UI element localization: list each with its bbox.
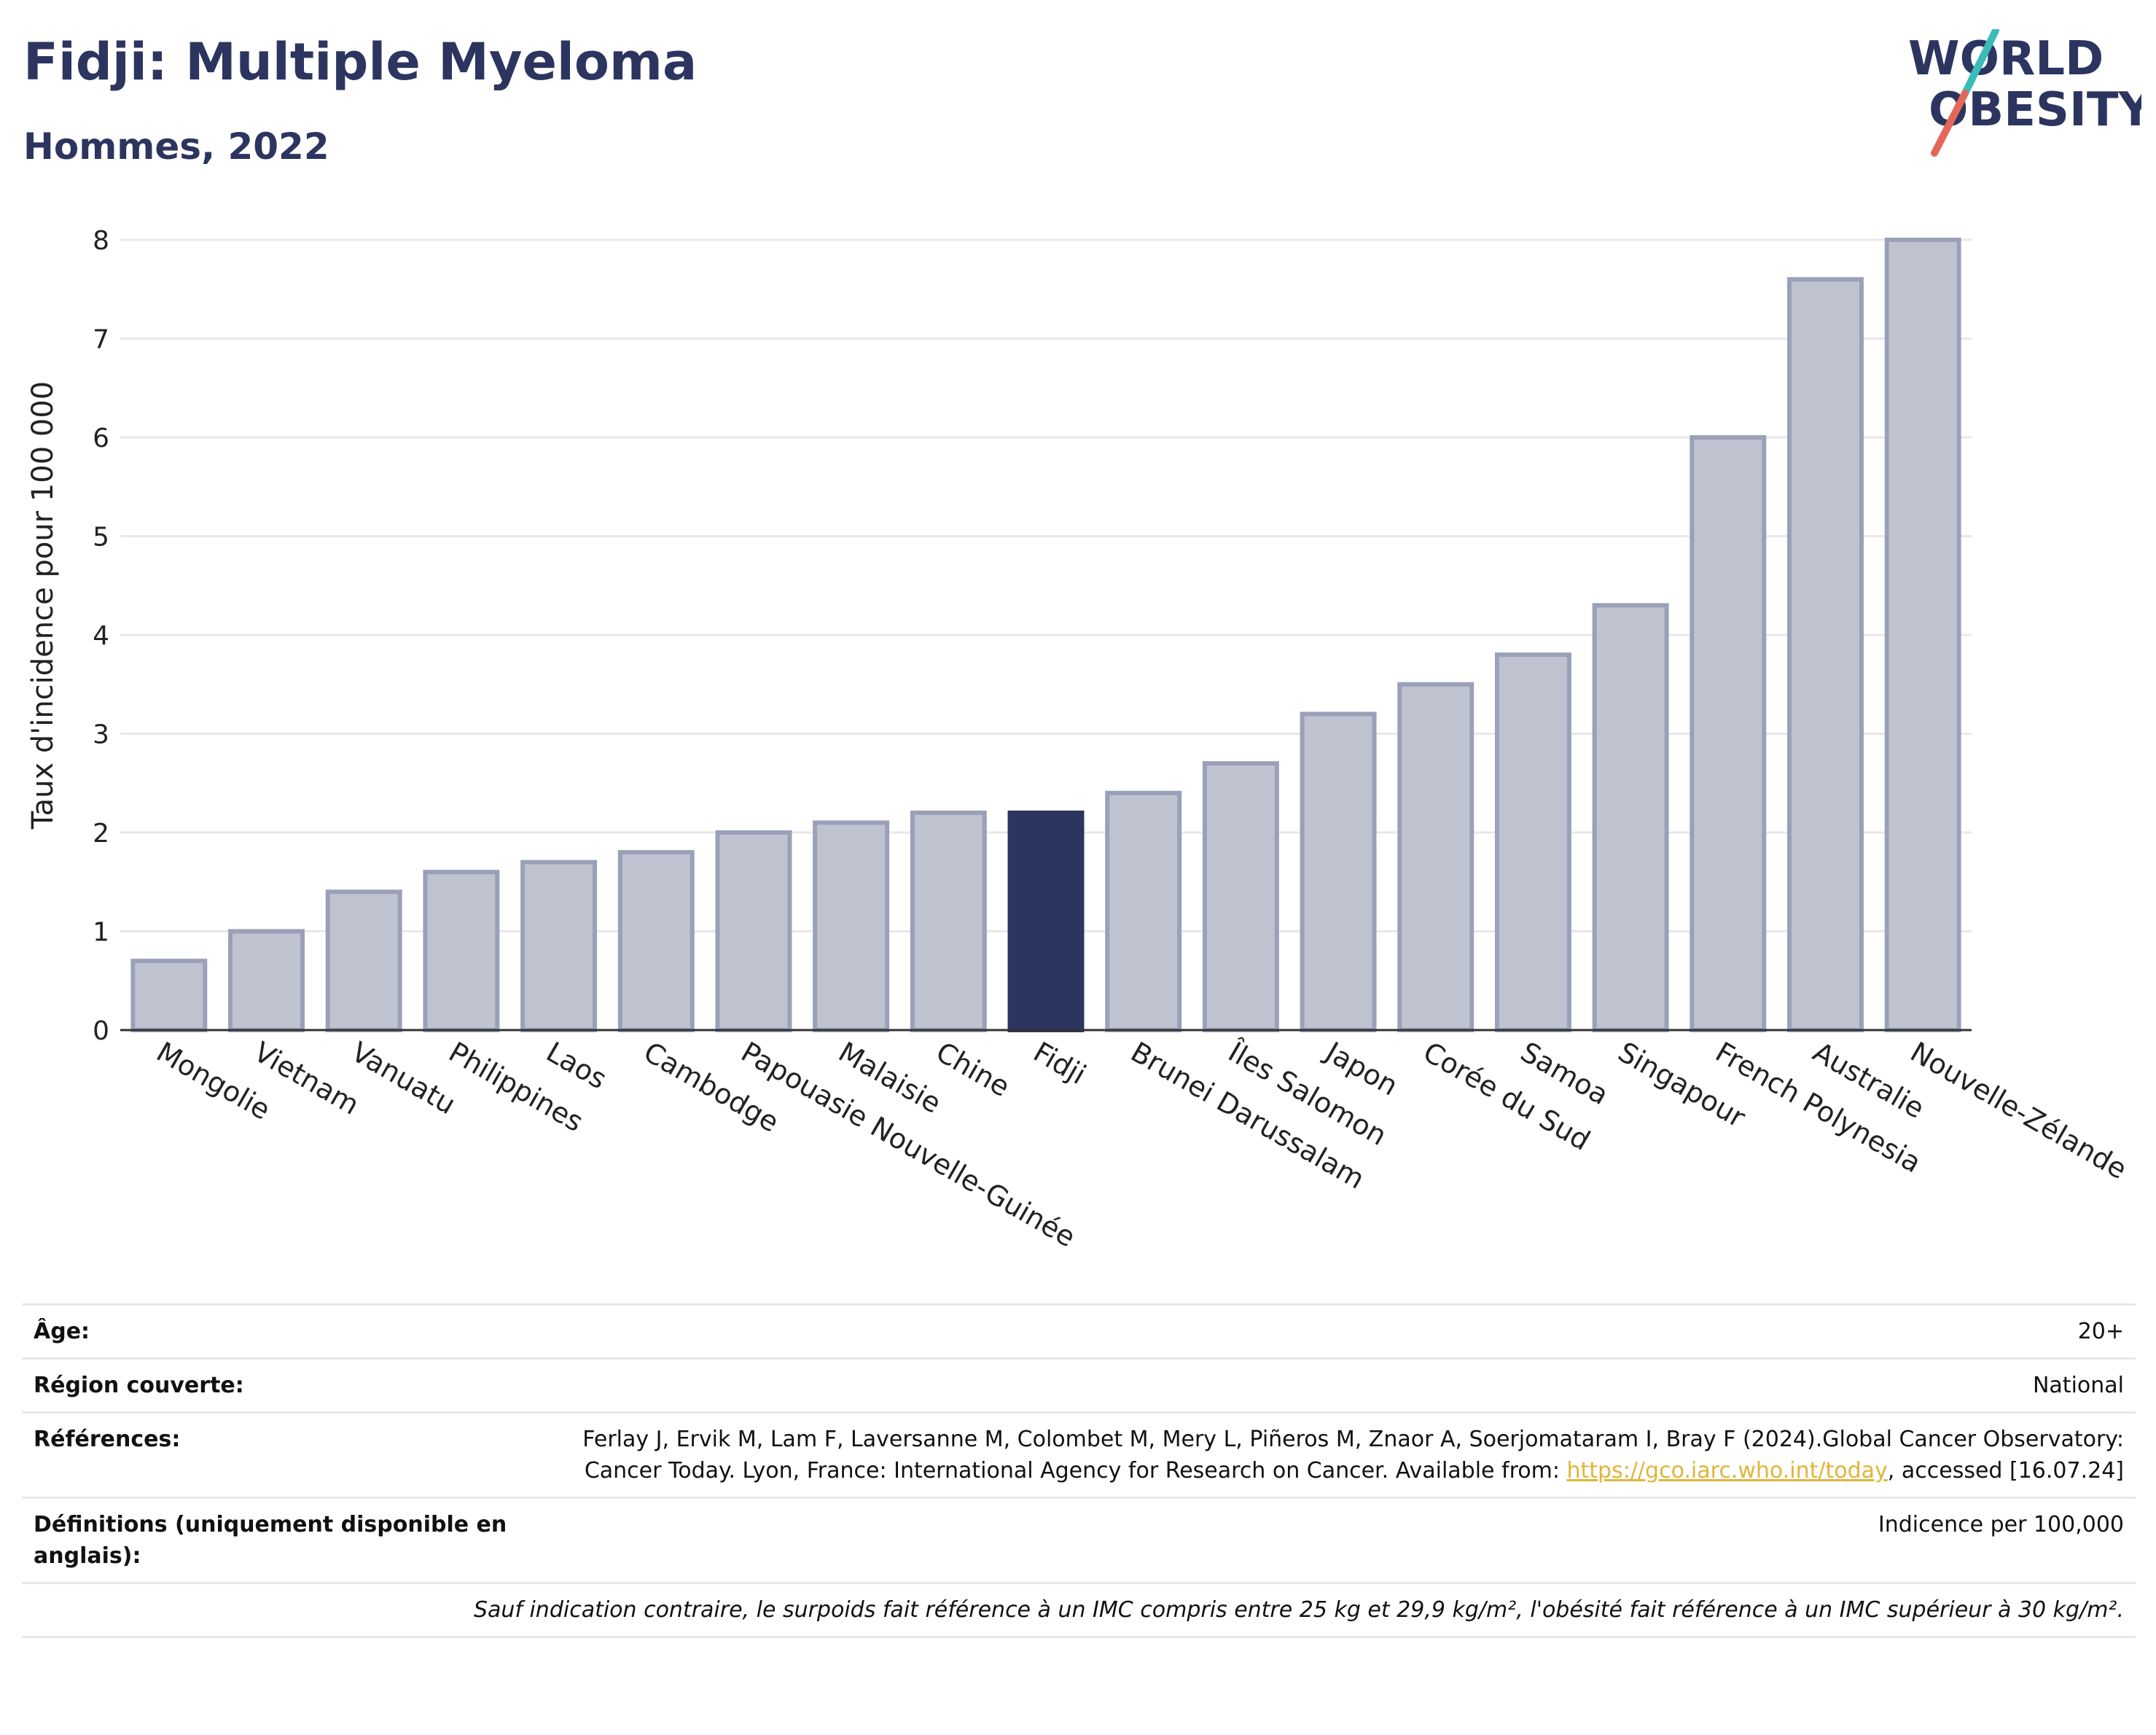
info-row-age: Âge: 20+ <box>22 1303 2136 1357</box>
logo-slash-coral <box>1931 90 1969 157</box>
bar <box>130 959 208 1033</box>
bar <box>1202 761 1279 1033</box>
definitions-value: Indicence per 100,000 <box>1878 1512 2124 1537</box>
region-value: National <box>2032 1373 2124 1398</box>
age-label: Âge: <box>34 1319 90 1344</box>
bar <box>715 830 792 1032</box>
y-tick-label: 1 <box>93 918 109 948</box>
references-link[interactable]: https://gco.iarc.who.int/today <box>1566 1458 1888 1483</box>
info-table: Âge: 20+ Région couverte: National Référ… <box>22 1303 2136 1638</box>
age-value: 20+ <box>2077 1319 2124 1344</box>
info-row-references: Références: Ferlay J, Ervik M, Lam F, La… <box>22 1411 2136 1497</box>
info-row-region: Région couverte: National <box>22 1357 2136 1411</box>
bar <box>1592 603 1669 1032</box>
bar-chart: 0 1 2 3 4 5 6 7 8 MongolieVietnamVanuatuPhilippi… <box>26 226 2132 1254</box>
y-tick-label: 2 <box>93 819 109 849</box>
y-tick-label: 4 <box>93 621 109 651</box>
bmi-note: Sauf indication contraire, le surpoids f… <box>473 1597 2124 1623</box>
world-obesity-logo: WORLD OBESITY <box>1908 29 2141 157</box>
info-row-definitions: Définitions (uniquement disponible en an… <box>22 1497 2136 1582</box>
bar <box>1494 652 1571 1032</box>
y-tick-label: 0 <box>93 1016 109 1046</box>
y-tick-label: 6 <box>93 424 109 453</box>
references-text: Ferlay J, Ervik M, Lam F, Laversanne M, … <box>582 1427 2124 1483</box>
y-tick-label: 3 <box>93 720 109 750</box>
bar <box>423 870 500 1033</box>
x-tick-label: Laos <box>541 1036 612 1096</box>
y-axis-ticks: 0 1 2 3 4 5 6 7 8 <box>93 226 109 1046</box>
bar <box>1787 277 1864 1033</box>
references-value: Ferlay J, Ervik M, Lam F, Laversanne M, … <box>529 1424 2124 1486</box>
bar <box>228 929 305 1032</box>
y-axis-label: Taux d'incidence pour 100 000 <box>26 381 60 830</box>
x-tick-label: Vanuatu <box>346 1036 461 1120</box>
x-tick-label: Fidji <box>1028 1036 1092 1091</box>
bar <box>1690 435 1767 1032</box>
references-label: Références: <box>34 1427 181 1452</box>
logo-text-world: WORLD <box>1908 32 2104 86</box>
bar <box>617 850 695 1032</box>
bar <box>520 859 598 1033</box>
bar <box>1105 790 1182 1032</box>
x-tick-label: Corée du Sud <box>1418 1036 1595 1157</box>
bar <box>1884 238 1961 1032</box>
bar <box>813 820 890 1032</box>
chart-title: Fidji: Multiple Myeloma <box>23 32 698 92</box>
bar <box>1397 682 1475 1032</box>
bar-highlight <box>1007 810 1085 1033</box>
y-tick-label: 8 <box>93 226 109 256</box>
x-tick-label: Nouvelle-Zélande <box>1905 1036 2133 1185</box>
bar <box>1300 711 1377 1033</box>
x-tick-label: Papouasie Nouvelle-Guinée <box>735 1036 1080 1254</box>
info-row-note: Sauf indication contraire, le surpoids f… <box>22 1582 2136 1638</box>
chart-subtitle: Hommes, 2022 <box>23 125 329 168</box>
y-tick-label: 5 <box>93 523 109 553</box>
logo-slash-teal <box>1961 29 1999 97</box>
references-accessed: , accessed [16.07.24] <box>1887 1458 2124 1483</box>
bar <box>325 889 402 1032</box>
y-tick-label: 7 <box>93 325 109 355</box>
bar <box>910 810 987 1033</box>
definitions-label: Définitions (uniquement disponible en an… <box>34 1512 507 1569</box>
region-label: Région couverte: <box>34 1373 244 1398</box>
